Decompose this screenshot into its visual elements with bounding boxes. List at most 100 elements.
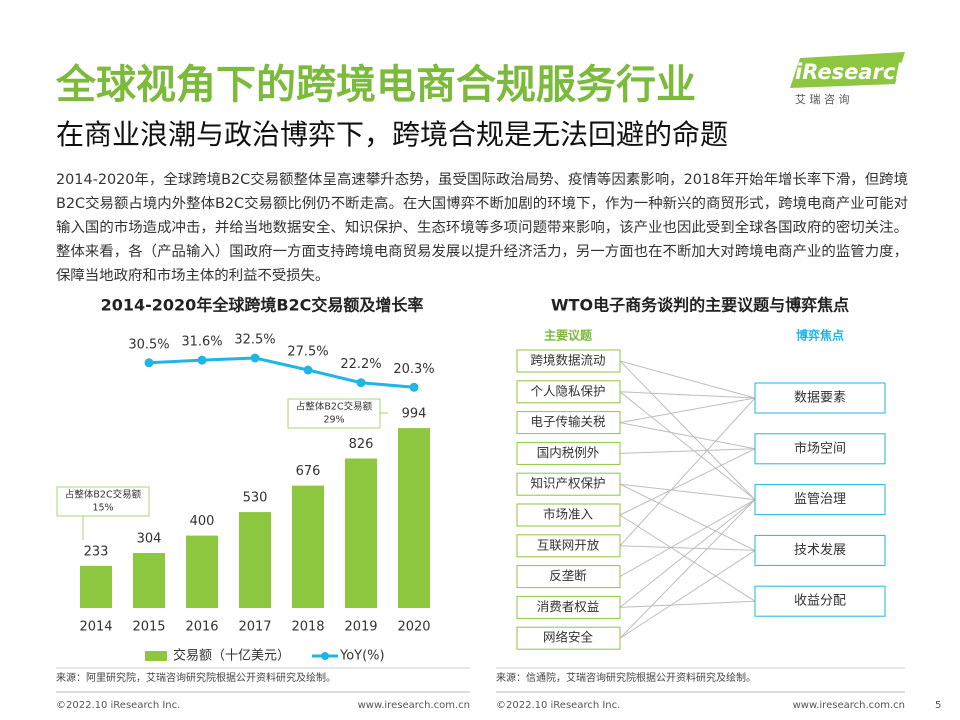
x-tick-label: 2019 bbox=[344, 620, 377, 635]
topic-box bbox=[516, 626, 621, 650]
topic-label: 国内税例外 bbox=[537, 445, 600, 460]
connector bbox=[619, 360, 756, 500]
connector bbox=[619, 391, 756, 399]
connector bbox=[619, 448, 756, 454]
annotation-text: 占整体B2C交易额 bbox=[296, 401, 373, 413]
yoy-line bbox=[148, 356, 415, 389]
data-label: 22.2% bbox=[340, 357, 381, 372]
topic-label: 电子传输关税 bbox=[530, 414, 606, 429]
annotation-box bbox=[56, 486, 150, 517]
data-label: 676 bbox=[296, 464, 321, 479]
data-label: 30.5% bbox=[128, 337, 169, 352]
copyright: ©2022.10 iResearch Inc. bbox=[496, 700, 620, 711]
source: 来源：阿里研究院，艾瑞咨询研究院根据公开资料研究及绘制。 bbox=[56, 671, 336, 684]
source: 来源：信通院，艾瑞咨询研究院根据公开资料研究及绘制。 bbox=[496, 671, 756, 684]
topic-label: 消费者权益 bbox=[537, 599, 600, 614]
x-tick-label: 2018 bbox=[291, 620, 324, 635]
body-text: 2014-2020年，全球跨境B2C交易额整体呈高速攀升态势，虽受国际政治局势、… bbox=[56, 172, 908, 284]
data-label: 530 bbox=[243, 491, 268, 506]
connector bbox=[619, 483, 756, 551]
bar bbox=[186, 535, 218, 608]
annotation-text: 占整体B2C交易额 bbox=[65, 489, 142, 501]
url: www.iresearch.com.cn bbox=[793, 700, 905, 711]
yoy-point bbox=[197, 355, 207, 365]
page-number: 5 bbox=[935, 700, 941, 711]
topic-box bbox=[516, 380, 621, 404]
legend-label: 交易额（十亿美元） bbox=[173, 648, 290, 664]
topic-box bbox=[516, 411, 621, 435]
bar bbox=[398, 428, 430, 608]
topic-label: 知识产权保护 bbox=[530, 476, 605, 491]
data-label: 233 bbox=[84, 544, 109, 559]
bar bbox=[80, 565, 112, 608]
bar bbox=[345, 458, 377, 608]
topic-box bbox=[516, 472, 621, 496]
focus-box bbox=[754, 433, 886, 465]
connector bbox=[619, 397, 756, 547]
data-label: 20.3% bbox=[393, 362, 434, 377]
topic-box bbox=[516, 595, 621, 619]
annotation-text: 29% bbox=[323, 415, 344, 426]
connector bbox=[619, 499, 756, 639]
data-label: 304 bbox=[137, 531, 162, 546]
connector bbox=[619, 499, 756, 608]
data-label: 31.6% bbox=[181, 335, 222, 350]
subtitle: 在商业浪潮与政治博弈下，跨境合规是无法回避的命题 bbox=[56, 118, 729, 151]
yoy-point bbox=[409, 382, 419, 392]
connector bbox=[619, 499, 756, 578]
connector bbox=[619, 514, 756, 602]
connector bbox=[619, 391, 756, 500]
data-label: 32.5% bbox=[234, 333, 275, 348]
focus-label: 数据要素 bbox=[794, 391, 846, 406]
bar bbox=[239, 512, 271, 608]
focus-label: 监管治理 bbox=[794, 492, 846, 507]
data-label: 994 bbox=[402, 407, 427, 422]
title: 全球视角下的跨境电商合规服务行业 bbox=[56, 62, 696, 108]
bar bbox=[292, 485, 324, 608]
copyright: ©2022.10 iResearch Inc. bbox=[56, 700, 180, 711]
topic-box bbox=[516, 565, 621, 589]
legend-marker bbox=[321, 652, 329, 660]
annotation-text: 15% bbox=[92, 503, 113, 514]
data-label: 27.5% bbox=[287, 345, 328, 360]
topic-label: 互联网开放 bbox=[537, 537, 600, 552]
topic-label: 跨境数据流动 bbox=[530, 353, 605, 368]
yoy-point bbox=[303, 365, 313, 375]
left-header: 主要议题 bbox=[544, 328, 593, 343]
diagram-title: WTO电子商务谈判的主要议题与博弈焦点 bbox=[551, 296, 849, 315]
x-tick-label: 2015 bbox=[132, 620, 165, 635]
topic-label: 反垄断 bbox=[549, 568, 587, 583]
logo-shape bbox=[790, 52, 905, 88]
connector bbox=[619, 360, 756, 399]
connector bbox=[619, 483, 756, 501]
data-label: 826 bbox=[349, 437, 374, 452]
topic-box bbox=[516, 503, 621, 527]
topic-label: 市场准入 bbox=[543, 507, 594, 522]
x-tick-label: 2017 bbox=[238, 620, 271, 635]
focus-box bbox=[754, 484, 886, 516]
connector bbox=[619, 422, 756, 450]
chart-title: 2014-2020年全球跨境B2C交易额及增长率 bbox=[101, 296, 424, 315]
annotation-box bbox=[287, 398, 381, 429]
url: www.iresearch.com.cn bbox=[358, 700, 470, 711]
focus-box bbox=[754, 382, 886, 414]
focus-label: 技术发展 bbox=[794, 542, 846, 558]
x-tick-label: 2016 bbox=[185, 620, 218, 635]
focus-box bbox=[754, 585, 886, 617]
focus-label: 市场空间 bbox=[794, 440, 846, 456]
connector bbox=[619, 397, 756, 424]
yoy-point bbox=[356, 378, 366, 388]
legend-marker bbox=[145, 651, 167, 661]
bar bbox=[133, 552, 165, 608]
topic-label: 网络安全 bbox=[543, 630, 594, 645]
data-label: 400 bbox=[190, 514, 215, 529]
connector bbox=[619, 545, 756, 551]
connector bbox=[619, 448, 756, 516]
x-tick-label: 2014 bbox=[79, 620, 112, 635]
yoy-point bbox=[144, 358, 154, 368]
legend-label: YoY(%) bbox=[339, 649, 385, 664]
yoy-point bbox=[250, 353, 260, 363]
logo: iResearch bbox=[795, 60, 910, 84]
logo-cn: 艾 瑞 咨 询 bbox=[795, 92, 850, 106]
